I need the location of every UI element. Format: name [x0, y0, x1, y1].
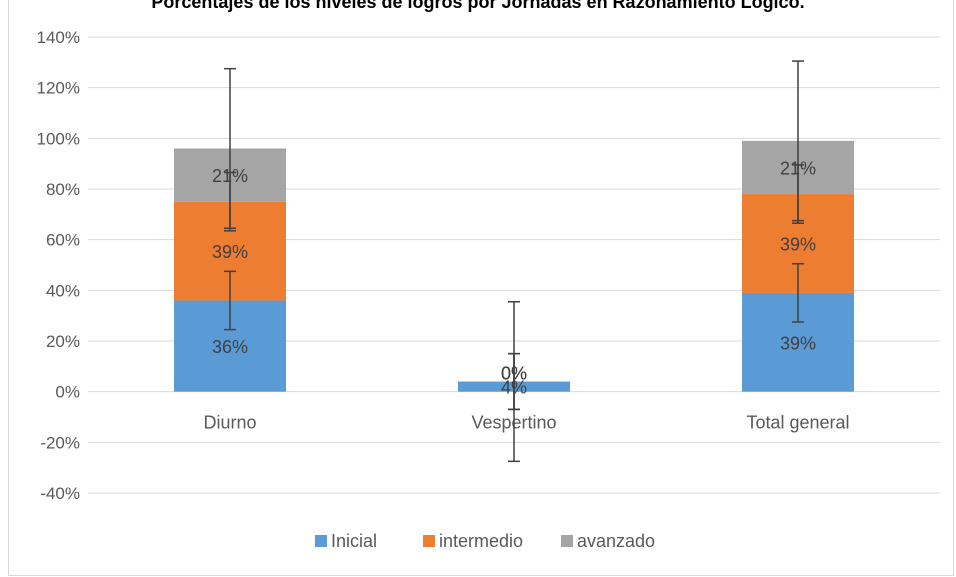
legend-item: avanzado	[561, 531, 655, 551]
y-tick-label: 140%	[37, 28, 80, 47]
error-bars	[224, 60, 804, 463]
legend-swatch	[561, 535, 573, 547]
legend-label: avanzado	[577, 531, 655, 551]
y-tick-label: -20%	[40, 433, 80, 452]
y-tick-label: 40%	[46, 281, 80, 300]
legend-label: Inicial	[331, 531, 377, 551]
legend-swatch	[423, 535, 435, 547]
x-tick-label: Total general	[746, 413, 849, 433]
y-tick-label: 60%	[46, 231, 80, 250]
chart-title: Porcentajes de los niveles de logros por…	[151, 0, 805, 12]
y-tick-label: 20%	[46, 332, 80, 351]
error-bar	[224, 67, 236, 230]
x-axis-labels: Diurno Vespertino Total general	[203, 413, 849, 433]
legend-item: intermedio	[423, 531, 523, 551]
y-axis-ticks: -40% -20% 0% 20% 40% 60% 80% 100% 120% 140%	[37, 28, 80, 503]
error-bar	[792, 60, 804, 222]
y-tick-label: -40%	[40, 484, 80, 503]
data-labels: 36%39%21%4%0%0%39%39%21%	[212, 158, 816, 397]
y-tick-label: 100%	[37, 129, 80, 148]
y-tick-label: 0%	[55, 383, 80, 402]
data-label: 36%	[212, 337, 248, 357]
y-tick-label: 120%	[37, 79, 80, 98]
data-label: 39%	[780, 234, 816, 254]
legend-label: intermedio	[439, 531, 523, 551]
data-label: 21%	[212, 166, 248, 186]
data-label: 0%	[501, 364, 527, 384]
data-label: 39%	[212, 242, 248, 262]
legend-item: Inicial	[315, 531, 377, 551]
data-label: 4%	[501, 378, 527, 398]
x-tick-label: Diurno	[203, 413, 256, 433]
data-label: 0%	[501, 364, 527, 384]
error-bar	[508, 300, 520, 463]
y-tick-label: 80%	[46, 180, 80, 199]
error-bar	[792, 262, 804, 323]
data-label: 21%	[780, 158, 816, 178]
data-label: 39%	[780, 333, 816, 353]
legend-swatch	[315, 535, 327, 547]
error-bar	[224, 270, 236, 331]
legend: Inicial intermedio avanzado	[315, 531, 655, 551]
